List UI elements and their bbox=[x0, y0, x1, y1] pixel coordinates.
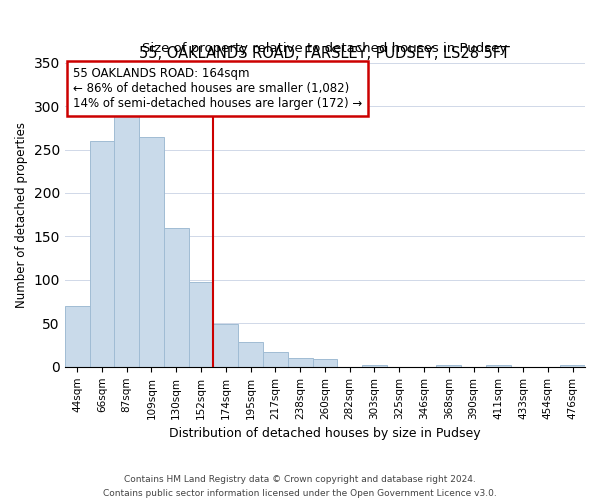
Bar bbox=[164, 228, 188, 367]
Text: 55 OAKLANDS ROAD: 164sqm
← 86% of detached houses are smaller (1,082)
14% of sem: 55 OAKLANDS ROAD: 164sqm ← 86% of detach… bbox=[73, 67, 362, 110]
Bar bbox=[263, 352, 288, 367]
Bar bbox=[115, 112, 139, 367]
Bar bbox=[313, 359, 337, 367]
Bar bbox=[486, 365, 511, 367]
Bar bbox=[65, 306, 89, 367]
Bar bbox=[238, 342, 263, 367]
Bar bbox=[214, 324, 238, 367]
Bar bbox=[139, 136, 164, 367]
Bar bbox=[188, 282, 214, 367]
Bar bbox=[560, 365, 585, 367]
X-axis label: Distribution of detached houses by size in Pudsey: Distribution of detached houses by size … bbox=[169, 427, 481, 440]
Bar bbox=[362, 365, 387, 367]
Y-axis label: Number of detached properties: Number of detached properties bbox=[15, 122, 28, 308]
Title: 55, OAKLANDS ROAD, FARSLEY, PUDSEY, LS28 5FT: 55, OAKLANDS ROAD, FARSLEY, PUDSEY, LS28… bbox=[139, 46, 511, 62]
Bar bbox=[436, 365, 461, 367]
Bar bbox=[288, 358, 313, 367]
Text: Contains HM Land Registry data © Crown copyright and database right 2024.
Contai: Contains HM Land Registry data © Crown c… bbox=[103, 476, 497, 498]
Text: Size of property relative to detached houses in Pudsey: Size of property relative to detached ho… bbox=[142, 42, 508, 55]
Bar bbox=[89, 141, 115, 367]
